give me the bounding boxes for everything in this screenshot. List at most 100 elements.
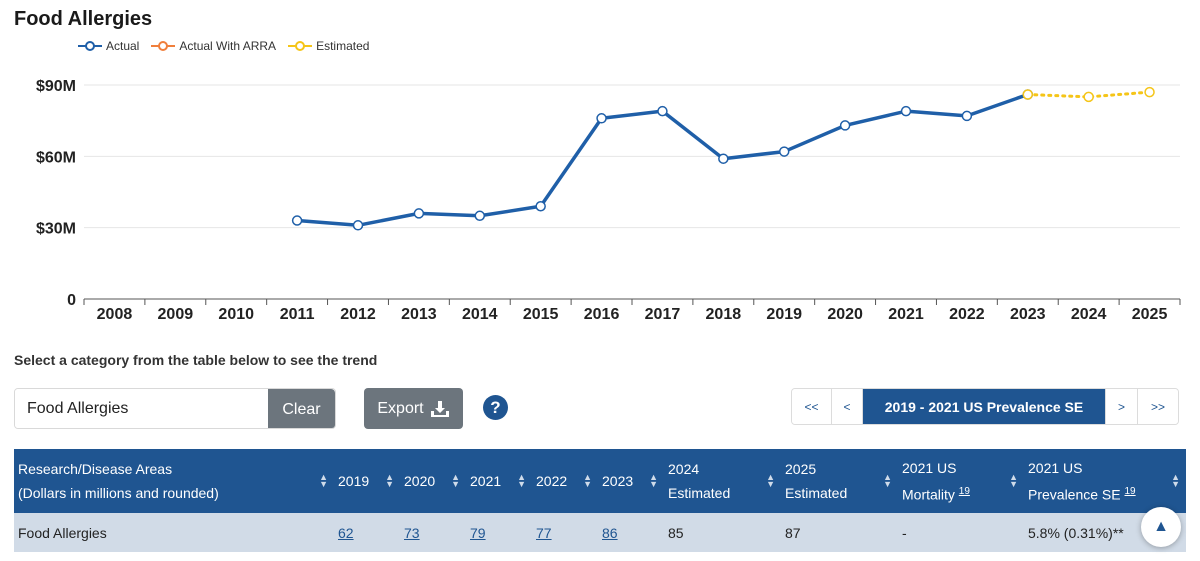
series-line-2 [1026, 90, 1152, 99]
x-tick-label: 2021 [888, 306, 924, 323]
y-tick-label: $90M [36, 78, 76, 95]
pager-first-button[interactable]: << [792, 389, 832, 424]
header-2025-estimated[interactable]: 2025 Estimated ▲ ▼ [785, 461, 892, 501]
pager-current-range: 2019 - 2021 US Prevalence SE [863, 389, 1106, 424]
category-search-input[interactable] [15, 389, 268, 428]
x-tick-label: 2020 [827, 306, 863, 323]
y-tick-label: 0 [67, 292, 76, 309]
sort-icon[interactable]: ▲ ▼ [517, 472, 526, 489]
legend-swatch-estimated [288, 41, 313, 51]
data-point-0 [961, 110, 973, 122]
x-tick-label: 2022 [949, 306, 985, 323]
header-2019[interactable]: 2019 ▲ ▼ [338, 472, 394, 490]
column-pager: << < 2019 - 2021 US Prevalence SE > >> [791, 388, 1179, 425]
legend-label-actual: Actual [106, 39, 140, 53]
x-tick-label: 2016 [584, 306, 620, 323]
legend-label-estimated: Estimated [316, 39, 370, 53]
value-link-2023[interactable]: 86 [602, 524, 618, 541]
cell-2023: 86 [598, 513, 664, 552]
cell-area: Food Allergies [18, 524, 107, 541]
cell-2019: 62 [334, 513, 400, 552]
sort-icon[interactable]: ▲ ▼ [883, 472, 892, 489]
help-icon[interactable]: ? [483, 395, 508, 420]
header-2021-us-mortality[interactable]: 2021 US Mortality 19 ▲ ▼ [902, 459, 1018, 503]
data-point-0 [718, 153, 729, 164]
data-point-0 [839, 120, 851, 131]
cell-2022: 77 [532, 513, 598, 552]
cell-2025: 87 [785, 524, 801, 541]
cell-2024: 85 [668, 524, 684, 541]
data-point-0 [596, 113, 607, 124]
table-row[interactable]: Food Allergies 62 73 79 77 86 85 87 - 5.… [14, 513, 1186, 552]
data-point-0 [291, 215, 303, 226]
x-tick-label: 2011 [280, 306, 315, 323]
legend-label-actual-with-arra: Actual With ARRA [179, 39, 277, 53]
funding-table: Research/Disease Areas (Dollars in millio… [14, 449, 1186, 552]
value-link-2020[interactable]: 73 [404, 524, 420, 541]
chart-title: Food Allergies [14, 8, 153, 30]
header-research-area[interactable]: Research/Disease Areas (Dollars in millio… [18, 461, 328, 501]
data-point-2 [1022, 89, 1034, 100]
clear-button[interactable]: Clear [268, 389, 335, 428]
header-2024-estimated[interactable]: 2024 Estimated ▲ ▼ [668, 461, 775, 501]
x-tick-label: 2012 [340, 306, 376, 323]
category-search: Clear [14, 388, 336, 429]
y-tick-label: $30M [36, 221, 76, 238]
legend-item-actual-with-arra[interactable]: Actual With ARRA [151, 39, 276, 53]
x-tick-label: 2009 [158, 306, 194, 323]
data-point-0 [657, 105, 668, 117]
x-tick-label: 2014 [462, 306, 498, 323]
value-link-2019[interactable]: 62 [338, 524, 354, 541]
header-2021-us-prevalence-se[interactable]: 2021 US Prevalence SE 19 ▲ ▼ [1028, 459, 1180, 503]
x-tick-label: 2019 [766, 306, 802, 323]
sort-icon[interactable]: ▲ ▼ [385, 472, 394, 489]
sort-icon[interactable]: ▲ ▼ [766, 472, 775, 489]
legend-item-estimated[interactable]: Estimated [288, 39, 369, 53]
x-tick-label: 2015 [523, 306, 559, 323]
legend-swatch-actual-with-arra [151, 41, 176, 51]
cell-2021: 79 [466, 513, 532, 552]
pager-prev-button[interactable]: < [832, 389, 863, 424]
header-2021[interactable]: 2021 ▲ ▼ [470, 472, 526, 490]
x-tick-label: 2010 [218, 306, 254, 323]
data-point-2 [1144, 86, 1155, 98]
scroll-to-top-button[interactable]: ▲ [1141, 507, 1181, 547]
data-point-0 [535, 201, 546, 212]
pager-next-button[interactable]: > [1106, 389, 1138, 424]
line-chart: 0 $30M $60M $90M 2008 2009 2010 2011 2012 2013 201… [36, 78, 1181, 323]
sort-icon[interactable]: ▲ ▼ [1171, 472, 1180, 489]
sort-icon[interactable]: ▲ ▼ [649, 472, 658, 489]
header-2020[interactable]: 2020 ▲ ▼ [404, 472, 460, 490]
header-2023[interactable]: 2023 ▲ ▼ [602, 472, 658, 490]
sort-icon[interactable]: ▲ ▼ [583, 472, 592, 489]
footnote-link[interactable]: 19 [958, 485, 970, 497]
legend-item-actual[interactable]: Actual [78, 39, 139, 53]
export-button[interactable]: Export [364, 388, 463, 429]
data-point-0 [413, 208, 425, 219]
y-tick-label: $60M [36, 149, 76, 166]
x-tick-label: 2017 [645, 306, 681, 323]
sort-icon[interactable]: ▲ ▼ [319, 472, 328, 489]
data-point-0 [900, 105, 912, 117]
pager-last-button[interactable]: >> [1138, 389, 1178, 424]
data-point-0 [474, 210, 486, 222]
cell-2020: 73 [400, 513, 466, 552]
instruction-text: Select a category from the table below t… [14, 352, 378, 368]
x-tick-label: 2008 [97, 306, 133, 323]
sort-icon[interactable]: ▲ ▼ [1009, 472, 1018, 489]
header-2022[interactable]: 2022 ▲ ▼ [536, 472, 592, 490]
cell-prevalence: 5.8% (0.31%)** [1028, 524, 1124, 541]
value-link-2022[interactable]: 77 [536, 524, 552, 541]
x-tick-label: 2013 [401, 306, 437, 323]
x-tick-label: 2023 [1010, 306, 1046, 323]
x-tick-label: 2024 [1071, 306, 1107, 323]
sort-icon[interactable]: ▲ ▼ [451, 472, 460, 489]
export-label: Export [377, 399, 424, 417]
chart-legend: Actual Actual With ARRA Estimated [78, 39, 369, 53]
value-link-2021[interactable]: 79 [470, 524, 486, 541]
data-point-2 [1083, 91, 1094, 103]
footnote-link[interactable]: 19 [1124, 485, 1136, 497]
data-point-0 [778, 146, 790, 157]
legend-swatch-actual [78, 41, 102, 51]
x-tick-label: 2018 [706, 306, 742, 323]
